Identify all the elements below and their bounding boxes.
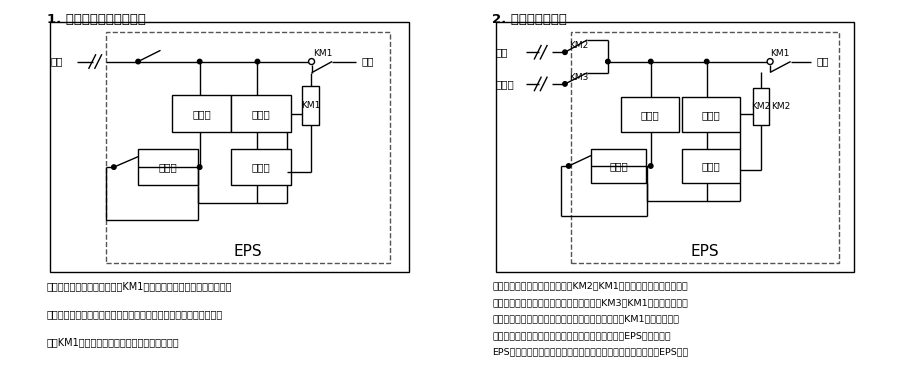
- Bar: [591, 149, 646, 183]
- Circle shape: [705, 59, 709, 64]
- Text: 用和备用电同时停电时通过控制器控制逆变器工作使KM1切换到应急输: 用和备用电同时停电时通过控制器控制逆变器工作使KM1切换到应急输: [492, 314, 680, 323]
- Text: 控制器: 控制器: [702, 161, 721, 171]
- Bar: [231, 149, 291, 185]
- Text: 市电: 市电: [50, 57, 63, 66]
- Text: 备用电: 备用电: [496, 79, 515, 89]
- Text: KM3: KM3: [569, 73, 588, 82]
- Circle shape: [256, 59, 260, 64]
- Text: 控制器: 控制器: [252, 162, 271, 172]
- Circle shape: [649, 164, 653, 168]
- Text: EPS: EPS: [234, 244, 263, 259]
- Bar: [50, 22, 409, 272]
- Circle shape: [562, 50, 567, 54]
- Circle shape: [309, 59, 314, 65]
- Circle shape: [562, 82, 567, 86]
- Bar: [571, 32, 839, 263]
- Bar: [753, 88, 769, 125]
- Circle shape: [197, 165, 202, 169]
- Text: 2. 双电源结构框图: 2. 双电源结构框图: [492, 13, 567, 26]
- Circle shape: [767, 59, 773, 65]
- Text: KM1: KM1: [313, 49, 333, 58]
- Text: 输出: 输出: [816, 57, 829, 66]
- Text: KM2: KM2: [752, 102, 770, 111]
- Text: 电池组: 电池组: [158, 162, 177, 172]
- Circle shape: [566, 164, 571, 168]
- Text: 充电器: 充电器: [193, 109, 211, 119]
- Text: KM2: KM2: [771, 102, 790, 111]
- Text: 1. 单电源双输入结构框图: 1. 单电源双输入结构框图: [47, 13, 146, 26]
- Bar: [106, 32, 390, 263]
- Text: 充电器: 充电器: [641, 110, 659, 120]
- Bar: [231, 95, 291, 132]
- Text: 蓄电池充电。当市电停电，备用电投入通过KM3、KM1输出，只有当常: 蓄电池充电。当市电停电，备用电投入通过KM3、KM1输出，只有当常: [492, 298, 688, 307]
- Text: 作使KM1切换至应急输出状态向负载提供电能。: 作使KM1切换至应急输出状态向负载提供电能。: [47, 338, 179, 348]
- Text: 出状态向负载提供电能。但备用电投入的时间大于本EPS切换时，本: 出状态向负载提供电能。但备用电投入的时间大于本EPS切换时，本: [492, 331, 670, 340]
- Text: 逆变器: 逆变器: [252, 109, 271, 119]
- Circle shape: [112, 165, 116, 169]
- Text: EPS先投入，待备用电来时，再切换退出。此方式的互投装置在EPS中。: EPS先投入，待备用电来时，再切换退出。此方式的互投装置在EPS中。: [492, 347, 688, 356]
- Text: 市电: 市电: [496, 47, 508, 57]
- Text: 说明：在正常情况下，市电通过KM2、KM1输入，同时充电器对免维护: 说明：在正常情况下，市电通过KM2、KM1输入，同时充电器对免维护: [492, 282, 688, 291]
- Bar: [302, 86, 319, 125]
- Text: KM1: KM1: [770, 49, 789, 58]
- Text: 输出: 输出: [362, 57, 374, 66]
- Circle shape: [136, 59, 140, 64]
- Text: 逆变器: 逆变器: [702, 110, 721, 120]
- Text: KM2: KM2: [569, 41, 588, 50]
- Bar: [496, 22, 854, 272]
- Circle shape: [197, 59, 202, 64]
- Text: 电池组: 电池组: [609, 161, 628, 171]
- Text: EPS: EPS: [690, 244, 719, 259]
- Bar: [621, 97, 679, 132]
- Circle shape: [649, 59, 653, 64]
- Bar: [682, 97, 741, 132]
- Text: KM1: KM1: [301, 101, 320, 110]
- Bar: [682, 149, 741, 183]
- Bar: [172, 95, 231, 132]
- Circle shape: [606, 59, 610, 64]
- Bar: [138, 149, 198, 185]
- Text: 自动充电。当控制器检测到市电停电或电压过低、过高时，逆变器工: 自动充电。当控制器检测到市电停电或电压过低、过高时，逆变器工: [47, 310, 223, 320]
- Text: 说明：当有市电时，市电通过KM1输出，同时充电器对免维护蓄电池: 说明：当有市电时，市电通过KM1输出，同时充电器对免维护蓄电池: [47, 282, 232, 292]
